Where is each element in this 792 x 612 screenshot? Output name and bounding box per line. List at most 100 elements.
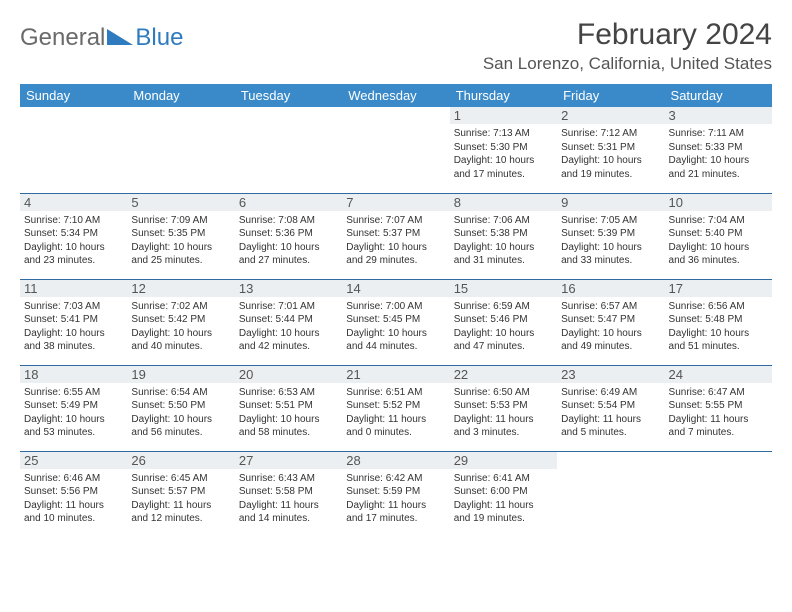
day-number: 6 — [235, 194, 342, 211]
day-number: 20 — [235, 366, 342, 383]
calendar-day-cell: 5 Sunrise: 7:09 AMSunset: 5:35 PMDaylight… — [127, 193, 234, 279]
day-info: Sunrise: 7:03 AMSunset: 5:41 PMDaylight:… — [24, 300, 123, 354]
day-info: Sunrise: 7:12 AMSunset: 5:31 PMDaylight:… — [561, 127, 660, 181]
day-info: Sunrise: 6:53 AMSunset: 5:51 PMDaylight:… — [239, 386, 338, 440]
day-number: 24 — [665, 366, 772, 383]
title-block: February 2024 San Lorenzo, California, U… — [483, 18, 772, 74]
day-number: 26 — [127, 452, 234, 469]
weekday-header-row: SundayMondayTuesdayWednesdayThursdayFrid… — [20, 84, 772, 107]
day-info: Sunrise: 7:08 AMSunset: 5:36 PMDaylight:… — [239, 214, 338, 268]
day-info: Sunrise: 7:09 AMSunset: 5:35 PMDaylight:… — [131, 214, 230, 268]
calendar-day-cell: 8Sunrise: 7:06 AMSunset: 5:38 PMDaylight… — [450, 193, 557, 279]
calendar-day-cell — [665, 451, 772, 537]
day-number: 16 — [557, 280, 664, 297]
header: General Blue February 2024 San Lorenzo, … — [20, 18, 772, 74]
calendar-day-cell: 17 Sunrise: 6:56 AMSunset: 5:48 PMDayligh… — [665, 279, 772, 365]
day-number: 21 — [342, 366, 449, 383]
calendar-day-cell: 3Sunrise: 7:11 AMSunset: 5:33 PMDaylight… — [665, 107, 772, 193]
calendar-week-row: 4 Sunrise: 7:10 AMSunset: 5:34 PMDaylight… — [20, 193, 772, 279]
calendar-day-cell: 25 Sunrise: 6:46 AMSunset: 5:56 PMDayligh… — [20, 451, 127, 537]
day-number: 2 — [557, 107, 664, 124]
calendar-day-cell: 28Sunrise: 6:42 AMSunset: 5:59 PMDayligh… — [342, 451, 449, 537]
day-info: Sunrise: 6:54 AMSunset: 5:50 PMDaylight:… — [131, 386, 230, 440]
weekday-header: Wednesday — [342, 84, 449, 107]
page-title: February 2024 — [483, 18, 772, 52]
day-number: 8 — [450, 194, 557, 211]
day-number: 12 — [127, 280, 234, 297]
day-info: Sunrise: 7:13 AMSunset: 5:30 PMDaylight:… — [454, 127, 553, 181]
day-info: Sunrise: 7:11 AMSunset: 5:33 PMDaylight:… — [669, 127, 768, 181]
calendar-day-cell: 2 Sunrise: 7:12 AMSunset: 5:31 PMDaylight… — [557, 107, 664, 193]
day-number: 22 — [450, 366, 557, 383]
day-info: Sunrise: 7:02 AMSunset: 5:42 PMDaylight:… — [131, 300, 230, 354]
calendar-day-cell: 20 Sunrise: 6:53 AMSunset: 5:51 PMDayligh… — [235, 365, 342, 451]
day-info: Sunrise: 6:57 AMSunset: 5:47 PMDaylight:… — [561, 300, 660, 354]
logo-text-general: General — [20, 24, 105, 52]
day-number: 23 — [557, 366, 664, 383]
weekday-header: Tuesday — [235, 84, 342, 107]
day-number: 14 — [342, 280, 449, 297]
day-number: 10 — [665, 194, 772, 211]
calendar-day-cell — [20, 107, 127, 193]
day-info: Sunrise: 6:55 AMSunset: 5:49 PMDaylight:… — [24, 386, 123, 440]
day-info: Sunrise: 7:04 AMSunset: 5:40 PMDaylight:… — [669, 214, 768, 268]
day-number: 28 — [342, 452, 449, 469]
day-info: Sunrise: 6:41 AMSunset: 6:00 PMDaylight:… — [454, 472, 553, 526]
calendar-day-cell: 18 Sunrise: 6:55 AMSunset: 5:49 PMDayligh… — [20, 365, 127, 451]
calendar-day-cell: 19Sunrise: 6:54 AMSunset: 5:50 PMDayligh… — [127, 365, 234, 451]
day-info: Sunrise: 6:51 AMSunset: 5:52 PMDaylight:… — [346, 386, 445, 440]
day-number: 5 — [127, 194, 234, 211]
day-info: Sunrise: 7:07 AMSunset: 5:37 PMDaylight:… — [346, 214, 445, 268]
calendar-day-cell: 1Sunrise: 7:13 AMSunset: 5:30 PMDaylight… — [450, 107, 557, 193]
calendar-week-row: 25 Sunrise: 6:46 AMSunset: 5:56 PMDayligh… — [20, 451, 772, 537]
weekday-header: Thursday — [450, 84, 557, 107]
calendar-day-cell: 21 Sunrise: 6:51 AMSunset: 5:52 PMDayligh… — [342, 365, 449, 451]
day-number: 17 — [665, 280, 772, 297]
calendar-day-cell: 6 Sunrise: 7:08 AMSunset: 5:36 PMDaylight… — [235, 193, 342, 279]
calendar-day-cell: 22 Sunrise: 6:50 AMSunset: 5:53 PMDayligh… — [450, 365, 557, 451]
day-info: Sunrise: 6:56 AMSunset: 5:48 PMDaylight:… — [669, 300, 768, 354]
day-info: Sunrise: 6:47 AMSunset: 5:55 PMDaylight:… — [669, 386, 768, 440]
day-number: 27 — [235, 452, 342, 469]
calendar-table: SundayMondayTuesdayWednesdayThursdayFrid… — [20, 84, 772, 537]
calendar-day-cell: 26 Sunrise: 6:45 AMSunset: 5:57 PMDayligh… — [127, 451, 234, 537]
calendar-day-cell: 7Sunrise: 7:07 AMSunset: 5:37 PMDaylight… — [342, 193, 449, 279]
calendar-day-cell: 12 Sunrise: 7:02 AMSunset: 5:42 PMDayligh… — [127, 279, 234, 365]
calendar-day-cell: 14Sunrise: 7:00 AMSunset: 5:45 PMDayligh… — [342, 279, 449, 365]
calendar-day-cell — [235, 107, 342, 193]
day-info: Sunrise: 6:46 AMSunset: 5:56 PMDaylight:… — [24, 472, 123, 526]
calendar-day-cell: 16 Sunrise: 6:57 AMSunset: 5:47 PMDayligh… — [557, 279, 664, 365]
day-info: Sunrise: 7:10 AMSunset: 5:34 PMDaylight:… — [24, 214, 123, 268]
calendar-day-cell: 11 Sunrise: 7:03 AMSunset: 5:41 PMDayligh… — [20, 279, 127, 365]
day-info: Sunrise: 6:50 AMSunset: 5:53 PMDaylight:… — [454, 386, 553, 440]
day-number: 15 — [450, 280, 557, 297]
day-number: 13 — [235, 280, 342, 297]
calendar-day-cell: 13 Sunrise: 7:01 AMSunset: 5:44 PMDayligh… — [235, 279, 342, 365]
day-info: Sunrise: 6:45 AMSunset: 5:57 PMDaylight:… — [131, 472, 230, 526]
calendar-day-cell — [557, 451, 664, 537]
day-info: Sunrise: 7:05 AMSunset: 5:39 PMDaylight:… — [561, 214, 660, 268]
logo-text-blue: Blue — [135, 24, 183, 52]
day-number: 11 — [20, 280, 127, 297]
location-text: San Lorenzo, California, United States — [483, 54, 772, 74]
day-number: 4 — [20, 194, 127, 211]
calendar-day-cell — [127, 107, 234, 193]
calendar-week-row: 11 Sunrise: 7:03 AMSunset: 5:41 PMDayligh… — [20, 279, 772, 365]
weekday-header: Friday — [557, 84, 664, 107]
weekday-header: Sunday — [20, 84, 127, 107]
calendar-day-cell: 9 Sunrise: 7:05 AMSunset: 5:39 PMDaylight… — [557, 193, 664, 279]
day-number: 18 — [20, 366, 127, 383]
calendar-day-cell: 24 Sunrise: 6:47 AMSunset: 5:55 PMDayligh… — [665, 365, 772, 451]
day-number: 25 — [20, 452, 127, 469]
day-info: Sunrise: 7:01 AMSunset: 5:44 PMDaylight:… — [239, 300, 338, 354]
day-info: Sunrise: 6:49 AMSunset: 5:54 PMDaylight:… — [561, 386, 660, 440]
weekday-header: Saturday — [665, 84, 772, 107]
day-info: Sunrise: 6:59 AMSunset: 5:46 PMDaylight:… — [454, 300, 553, 354]
calendar-day-cell: 4 Sunrise: 7:10 AMSunset: 5:34 PMDaylight… — [20, 193, 127, 279]
calendar-day-cell — [342, 107, 449, 193]
day-number: 9 — [557, 194, 664, 211]
logo: General Blue — [20, 18, 183, 52]
day-number: 29 — [450, 452, 557, 469]
triangle-icon — [107, 24, 133, 52]
calendar-day-cell: 15 Sunrise: 6:59 AMSunset: 5:46 PMDayligh… — [450, 279, 557, 365]
